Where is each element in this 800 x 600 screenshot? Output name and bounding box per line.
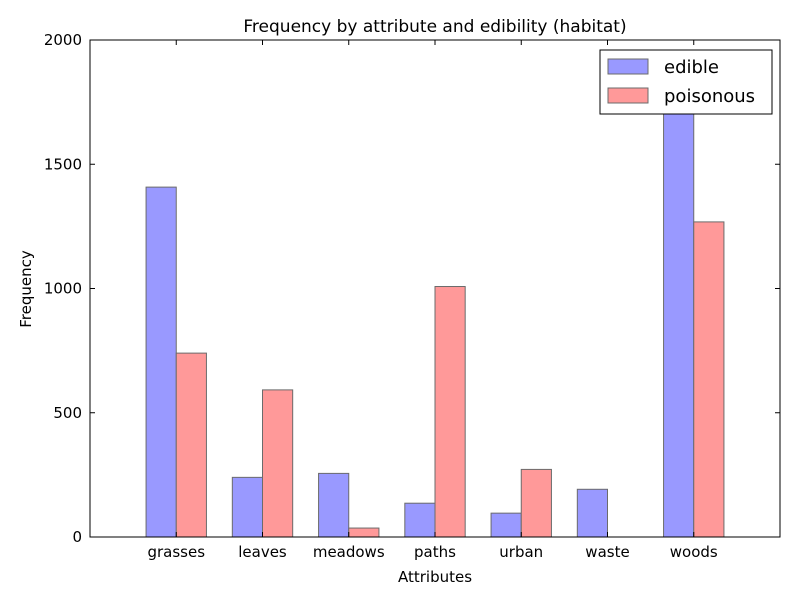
- y-tick-label: 2000: [44, 31, 82, 49]
- bar-poisonous-paths: [434, 286, 466, 538]
- legend-label-edible: edible: [664, 57, 719, 78]
- bar-edible-meadows: [318, 472, 350, 538]
- bar-edible-leaves: [231, 476, 263, 538]
- bar-edible-grasses: [145, 186, 177, 538]
- x-tick-label-waste: waste: [585, 543, 629, 561]
- bar-edible-urban: [490, 512, 522, 538]
- x-tick-label-leaves: leaves: [238, 543, 287, 561]
- y-axis-label: Frequency: [17, 250, 35, 328]
- bars-group: [145, 69, 725, 538]
- bar-poisonous-grasses: [175, 352, 207, 538]
- bar-poisonous-woods: [693, 221, 725, 538]
- legend-label-poisonous: poisonous: [664, 86, 755, 107]
- bar-poisonous-urban: [520, 468, 552, 538]
- x-tick-label-urban: urban: [499, 543, 543, 561]
- legend-swatch-edible: [607, 58, 649, 75]
- y-tick-label: 0: [72, 528, 82, 546]
- x-tick-label-grasses: grasses: [147, 543, 205, 561]
- y-tick-label: 1500: [44, 155, 82, 173]
- bar-edible-waste: [576, 488, 608, 538]
- bar-edible-woods: [663, 69, 695, 538]
- y-tick-label: 500: [53, 404, 82, 422]
- x-tick-label-woods: woods: [670, 543, 718, 561]
- x-tick-label-meadows: meadows: [313, 543, 385, 561]
- x-axis-label: Attributes: [398, 568, 472, 586]
- chart-title: Frequency by attribute and edibility (ha…: [243, 17, 626, 37]
- y-tick-label: 1000: [44, 280, 82, 298]
- bar-poisonous-meadows: [348, 527, 380, 538]
- legend: edible poisonous: [599, 49, 773, 115]
- x-tick-label-paths: paths: [414, 543, 456, 561]
- axes-group: 0 500 1000 1500 2000 grasses leaves meadows path…: [44, 31, 781, 561]
- bar-poisonous-leaves: [262, 389, 294, 538]
- bar-edible-paths: [404, 502, 436, 538]
- legend-swatch-poisonous: [607, 87, 649, 104]
